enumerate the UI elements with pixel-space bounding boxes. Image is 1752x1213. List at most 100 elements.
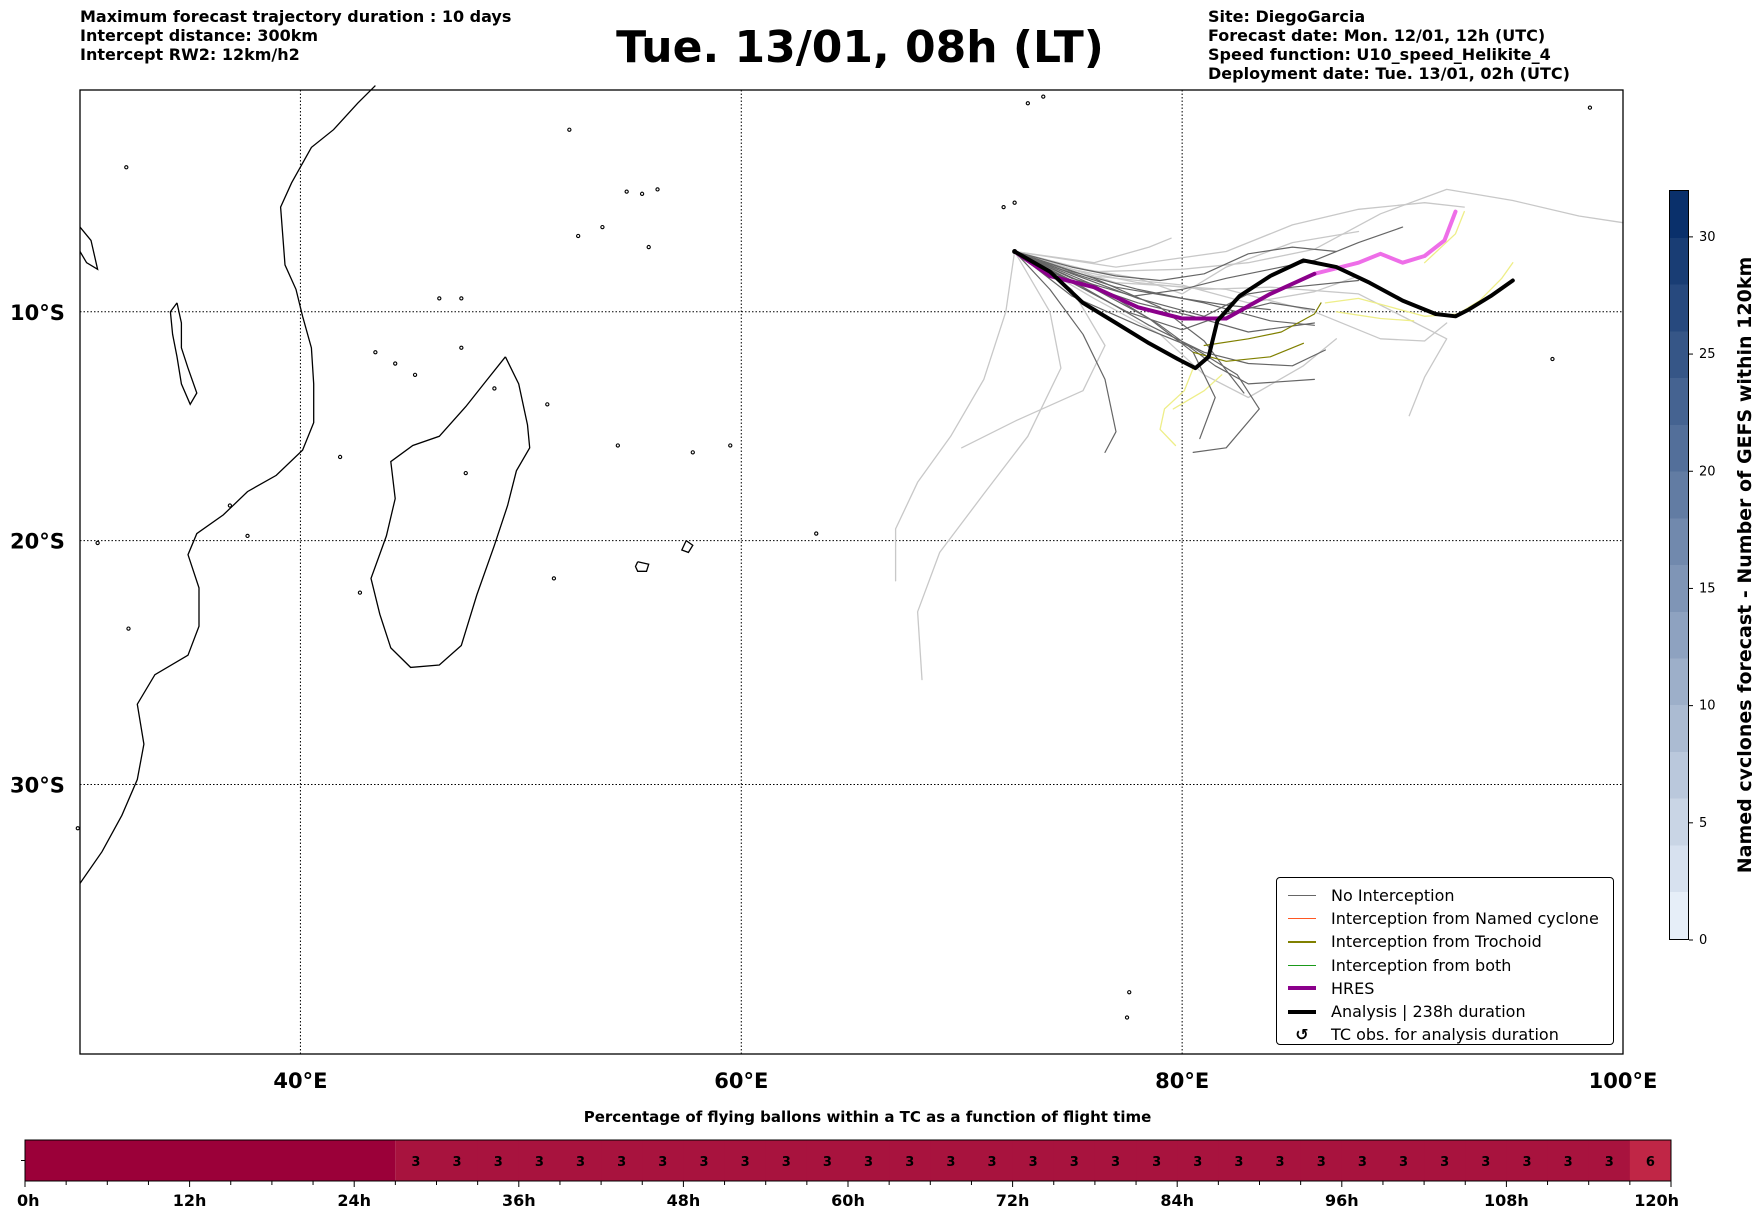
island-outline [463, 470, 468, 476]
timeline-cell [1300, 1140, 1343, 1181]
island-outline [373, 350, 378, 355]
colorbar-tick-label: 5 [1699, 816, 1707, 831]
legend-row-tc-obs: ↺ TC obs. for analysis duration [1277, 1023, 1613, 1046]
timeline-cell-value: 3 [1234, 1155, 1243, 1170]
island-outline [357, 590, 363, 595]
legend-row-hres: HRES [1277, 977, 1613, 1000]
header-left-line: Intercept distance: 300km [80, 26, 319, 45]
timeline-cell-value: 3 [576, 1155, 585, 1170]
legend-row-named-cyclone: Interception from Named cyclone [1277, 907, 1613, 930]
timeline-tick-label: 72h [996, 1191, 1030, 1210]
timeline-cell [601, 1140, 643, 1181]
timeline-cell-value: 3 [494, 1155, 503, 1170]
timeline-cell-value: 3 [1193, 1155, 1202, 1170]
timeline-cell-value: 3 [1070, 1155, 1079, 1170]
timeline-cell [642, 1140, 684, 1181]
island-outline [655, 187, 660, 192]
timeline-cell-value: 3 [617, 1155, 626, 1170]
legend-label: No Interception [1331, 886, 1455, 906]
timeline-cell [1629, 1140, 1672, 1181]
colorbar-ticks: 0 5 10 15 20 25 30 [1689, 230, 1716, 948]
island-outline [567, 127, 572, 132]
island-outline [814, 531, 819, 536]
timeline-tick-label: 12h [173, 1191, 207, 1210]
legend-row-trochoid: Interception from Trochoid [1277, 930, 1613, 953]
timeline-tick-label: 48h [667, 1191, 701, 1210]
header-info-left: Maximum forecast trajectory duration : 1… [80, 7, 511, 64]
legend-line-sample [1288, 895, 1316, 897]
colorbar-tick-label: 30 [1699, 230, 1716, 245]
colorbar [1669, 190, 1689, 940]
island-outline [624, 189, 629, 194]
deployment-site-marker [1012, 249, 1018, 255]
colorbar-tick-label: 20 [1699, 464, 1716, 479]
island-outline [1127, 990, 1132, 995]
timeline-cell [930, 1140, 972, 1181]
trochoid-track-light [1172, 374, 1223, 410]
ensemble-track-no-interception [1014, 250, 1326, 367]
timeline-cell-value: 3 [946, 1155, 955, 1170]
timeline-cell [1012, 1140, 1055, 1181]
timeline-cell [765, 1140, 808, 1181]
timeline-cell-value: 3 [411, 1155, 420, 1170]
timeline-tick-label: 0h [17, 1191, 40, 1210]
coastline-lake_tang [79, 226, 99, 271]
timeline-cell [848, 1140, 890, 1181]
legend-label: Interception from Named cyclone [1331, 909, 1599, 929]
island-outline [545, 402, 550, 407]
timeline-cell-value: 3 [1605, 1155, 1614, 1170]
ensemble-track-light [1013, 202, 1465, 268]
island-outline [459, 345, 464, 350]
island-outline [412, 372, 418, 377]
legend-label: HRES [1331, 978, 1375, 998]
island-outline [646, 244, 651, 250]
timeline-cell [1382, 1140, 1425, 1181]
island-outline [227, 503, 233, 508]
island-outline [1587, 105, 1593, 110]
island-outline [337, 454, 343, 460]
timeline-cell [683, 1140, 726, 1181]
timeline-cell-value: 3 [823, 1155, 832, 1170]
ensemble-track-light [916, 250, 1062, 681]
trochoid-track-light [1335, 311, 1415, 322]
coastline-lake_malawi [169, 302, 198, 406]
timeline-cell [1136, 1140, 1178, 1181]
colorbar-tick-label: 10 [1699, 699, 1716, 714]
timeline-cell-value: 3 [1440, 1155, 1449, 1170]
legend-line-sample [1288, 941, 1316, 943]
header-info-right: Site: DiegoGarcia Forecast date: Mon. 12… [1208, 7, 1570, 83]
hres-track-late [1312, 209, 1458, 276]
timeline-cell [1259, 1140, 1302, 1181]
timeline-tick-label: 84h [1160, 1191, 1194, 1210]
timeline-cell-value: 3 [1564, 1155, 1573, 1170]
timeline-cell-value: 3 [1111, 1155, 1120, 1170]
ensemble-track-no-interception [1014, 250, 1117, 453]
header-left-line: Maximum forecast trajectory duration : 1… [80, 7, 512, 26]
timeline-cell-value: 3 [699, 1155, 708, 1170]
timeline-cell [1547, 1140, 1590, 1181]
timeline-cell-value: 3 [1522, 1155, 1531, 1170]
coastline-madagascar [370, 356, 531, 669]
island-outline [492, 386, 497, 391]
timeline-cell [971, 1140, 1014, 1181]
ensemble-track-light [1013, 250, 1448, 342]
lon-tick-label: 40°E [273, 1069, 327, 1090]
ensemble-track-no-interception [1014, 250, 1271, 311]
island-outline [576, 233, 581, 239]
island-outline [126, 626, 131, 631]
timeline-cell-value: 3 [1029, 1155, 1038, 1170]
timeline-cell [1341, 1140, 1384, 1181]
ensemble-track-no-interception [1014, 250, 1315, 333]
timeline-tick-label: 120h [1634, 1191, 1679, 1210]
legend-line-sample [1288, 1009, 1316, 1014]
legend-label: Analysis | 238h duration [1331, 1002, 1526, 1022]
timeline-cell-value: 3 [782, 1155, 791, 1170]
timeline-cell [395, 1140, 437, 1181]
tc-obs-icon: ↺ [1295, 1025, 1309, 1045]
coastline-africa [79, 85, 376, 884]
timeline-cell [724, 1140, 767, 1181]
island-outline [1025, 101, 1030, 106]
island-outline [690, 450, 695, 455]
legend-line-sample [1288, 986, 1316, 991]
island-outline [75, 826, 80, 831]
